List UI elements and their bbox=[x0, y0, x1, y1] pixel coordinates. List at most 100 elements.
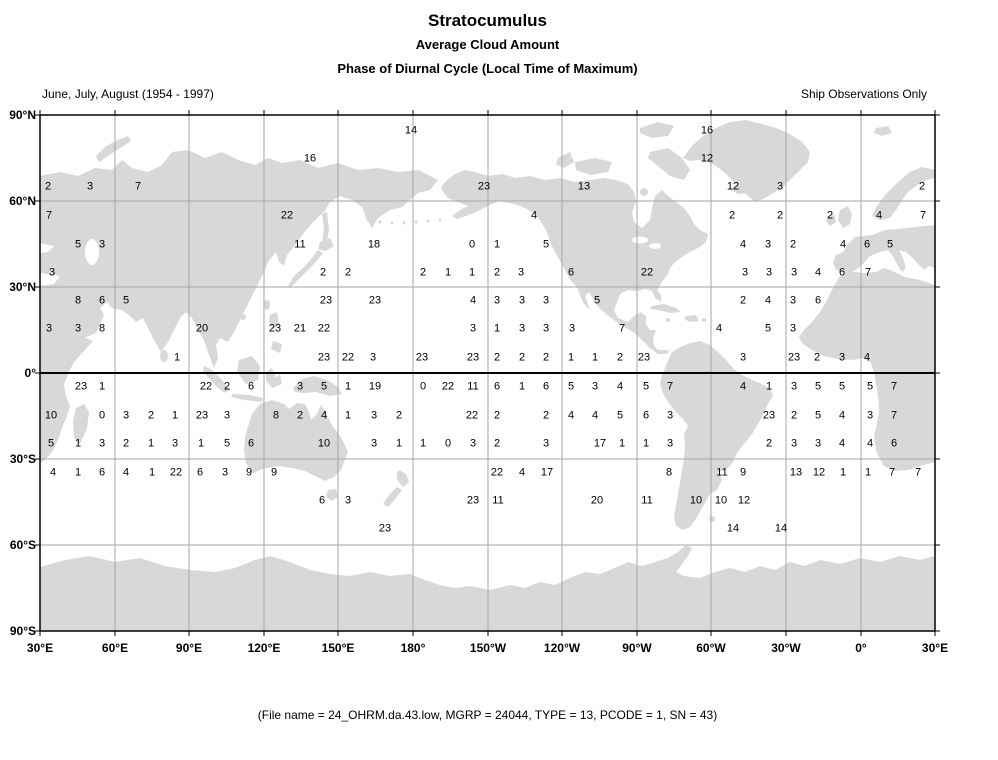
map-value: 3 bbox=[493, 294, 501, 307]
map-value: 22 bbox=[441, 380, 455, 393]
map-value: 22 bbox=[317, 322, 331, 335]
map-value: 1 bbox=[344, 380, 352, 393]
land-falklands bbox=[709, 516, 715, 522]
map-value: 2 bbox=[395, 409, 403, 422]
land-japan-honshu bbox=[288, 250, 323, 287]
map-value: 5 bbox=[642, 380, 650, 393]
map-value: 2 bbox=[344, 266, 352, 279]
map-value: 2 bbox=[813, 351, 821, 364]
map-value: 3 bbox=[518, 322, 526, 335]
land-java bbox=[232, 394, 263, 402]
map-value: 5 bbox=[886, 238, 894, 251]
map-value: 10 bbox=[714, 494, 728, 507]
map-value: 2 bbox=[493, 437, 501, 450]
map-value: 17 bbox=[540, 466, 554, 479]
map-value: 6 bbox=[567, 266, 575, 279]
map-value: 3 bbox=[45, 322, 53, 335]
map-value: 3 bbox=[866, 409, 874, 422]
land-aleutian-2 bbox=[378, 220, 382, 224]
map-value: 5 bbox=[814, 409, 822, 422]
map-value: 23 bbox=[378, 522, 392, 535]
map-value: 3 bbox=[790, 266, 798, 279]
map-value: 5 bbox=[814, 380, 822, 393]
map-value: 3 bbox=[776, 180, 784, 193]
map-value: 2 bbox=[223, 380, 231, 393]
map-value: 19 bbox=[368, 380, 382, 393]
map-value: 4 bbox=[739, 380, 747, 393]
map-value: 1 bbox=[444, 266, 452, 279]
map-value: 3 bbox=[591, 380, 599, 393]
longitude-axis: 30°E 60°E 90°E 120°E 150°E 180° 150°W 120°W 90°W… bbox=[0, 641, 998, 657]
map-value: 13 bbox=[577, 180, 591, 193]
chart-subtitle-amount: Average Cloud Amount bbox=[415, 37, 560, 52]
period-label: June, July, August (1954 - 1997) bbox=[42, 87, 214, 101]
map-value: 3 bbox=[369, 351, 377, 364]
y-axis-tick-label: 90°N bbox=[9, 108, 36, 122]
map-value: 2 bbox=[790, 409, 798, 422]
map-value: 4 bbox=[715, 322, 723, 335]
map-value: 3 bbox=[122, 409, 130, 422]
map-value: 16 bbox=[700, 124, 714, 137]
map-value: 12 bbox=[737, 494, 751, 507]
map-value: 23 bbox=[317, 351, 331, 364]
map-value: 0 bbox=[419, 380, 427, 393]
land-sakhalin bbox=[322, 212, 329, 246]
land-nz-north-island bbox=[397, 470, 409, 487]
map-value: 4 bbox=[567, 409, 575, 422]
map-value: 7 bbox=[914, 466, 922, 479]
land-baffin-island bbox=[648, 148, 690, 180]
map-value: 4 bbox=[320, 409, 328, 422]
land-sri-lanka bbox=[160, 350, 168, 362]
land-aleutian-3 bbox=[390, 221, 394, 225]
map-value: 3 bbox=[171, 437, 179, 450]
map-value: 1 bbox=[839, 466, 847, 479]
map-value: 5 bbox=[616, 409, 624, 422]
map-value: 3 bbox=[223, 409, 231, 422]
map-value: 1 bbox=[591, 351, 599, 364]
footer-note: (File name = 24_OHRM.da.43.low, MGRP = 2… bbox=[257, 708, 718, 722]
map-value: 23 bbox=[477, 180, 491, 193]
map-value: 3 bbox=[814, 437, 822, 450]
map-value: 2 bbox=[518, 351, 526, 364]
map-value: 23 bbox=[466, 351, 480, 364]
map-value: 23 bbox=[415, 351, 429, 364]
x-axis-tick-label: 90°W bbox=[622, 641, 652, 655]
map-value: 3 bbox=[370, 437, 378, 450]
map-value: 6 bbox=[98, 294, 106, 307]
map-value: 8 bbox=[272, 409, 280, 422]
map-value: 4 bbox=[518, 466, 526, 479]
map-value: 3 bbox=[517, 266, 525, 279]
map-value: 1 bbox=[197, 437, 205, 450]
map-value: 5 bbox=[320, 380, 328, 393]
y-axis-tick-label: 60°S bbox=[9, 538, 36, 552]
land-victoria-island bbox=[575, 158, 612, 175]
map-value: 4 bbox=[838, 437, 846, 450]
map-value: 4 bbox=[591, 409, 599, 422]
map-value: 6 bbox=[890, 437, 898, 450]
map-value: 6 bbox=[838, 266, 846, 279]
water-caspian-sea bbox=[85, 239, 99, 265]
x-axis-tick-label: 60°W bbox=[696, 641, 726, 655]
tick-layer bbox=[35, 110, 940, 636]
map-value: 1 bbox=[147, 437, 155, 450]
land-cuba bbox=[650, 304, 681, 313]
x-axis-tick-label: 30°E bbox=[26, 641, 54, 655]
land-madagascar bbox=[73, 404, 89, 444]
map-value: 7 bbox=[919, 209, 927, 222]
map-value: 2 bbox=[765, 437, 773, 450]
map-value: 1 bbox=[344, 409, 352, 422]
land-hainan bbox=[240, 314, 246, 320]
map-value: 1 bbox=[493, 238, 501, 251]
map-value: 3 bbox=[469, 437, 477, 450]
land-ellesmere-island bbox=[640, 122, 674, 138]
land-ireland bbox=[826, 214, 836, 226]
water-black-sea bbox=[40, 243, 54, 253]
map-value: 4 bbox=[838, 409, 846, 422]
land-africa-west bbox=[799, 268, 935, 471]
map-value: 23 bbox=[762, 409, 776, 422]
map-value: 11 bbox=[492, 494, 504, 507]
water-great-lakes-east bbox=[649, 243, 661, 249]
map-value: 5 bbox=[866, 380, 874, 393]
map-value: 4 bbox=[839, 238, 847, 251]
